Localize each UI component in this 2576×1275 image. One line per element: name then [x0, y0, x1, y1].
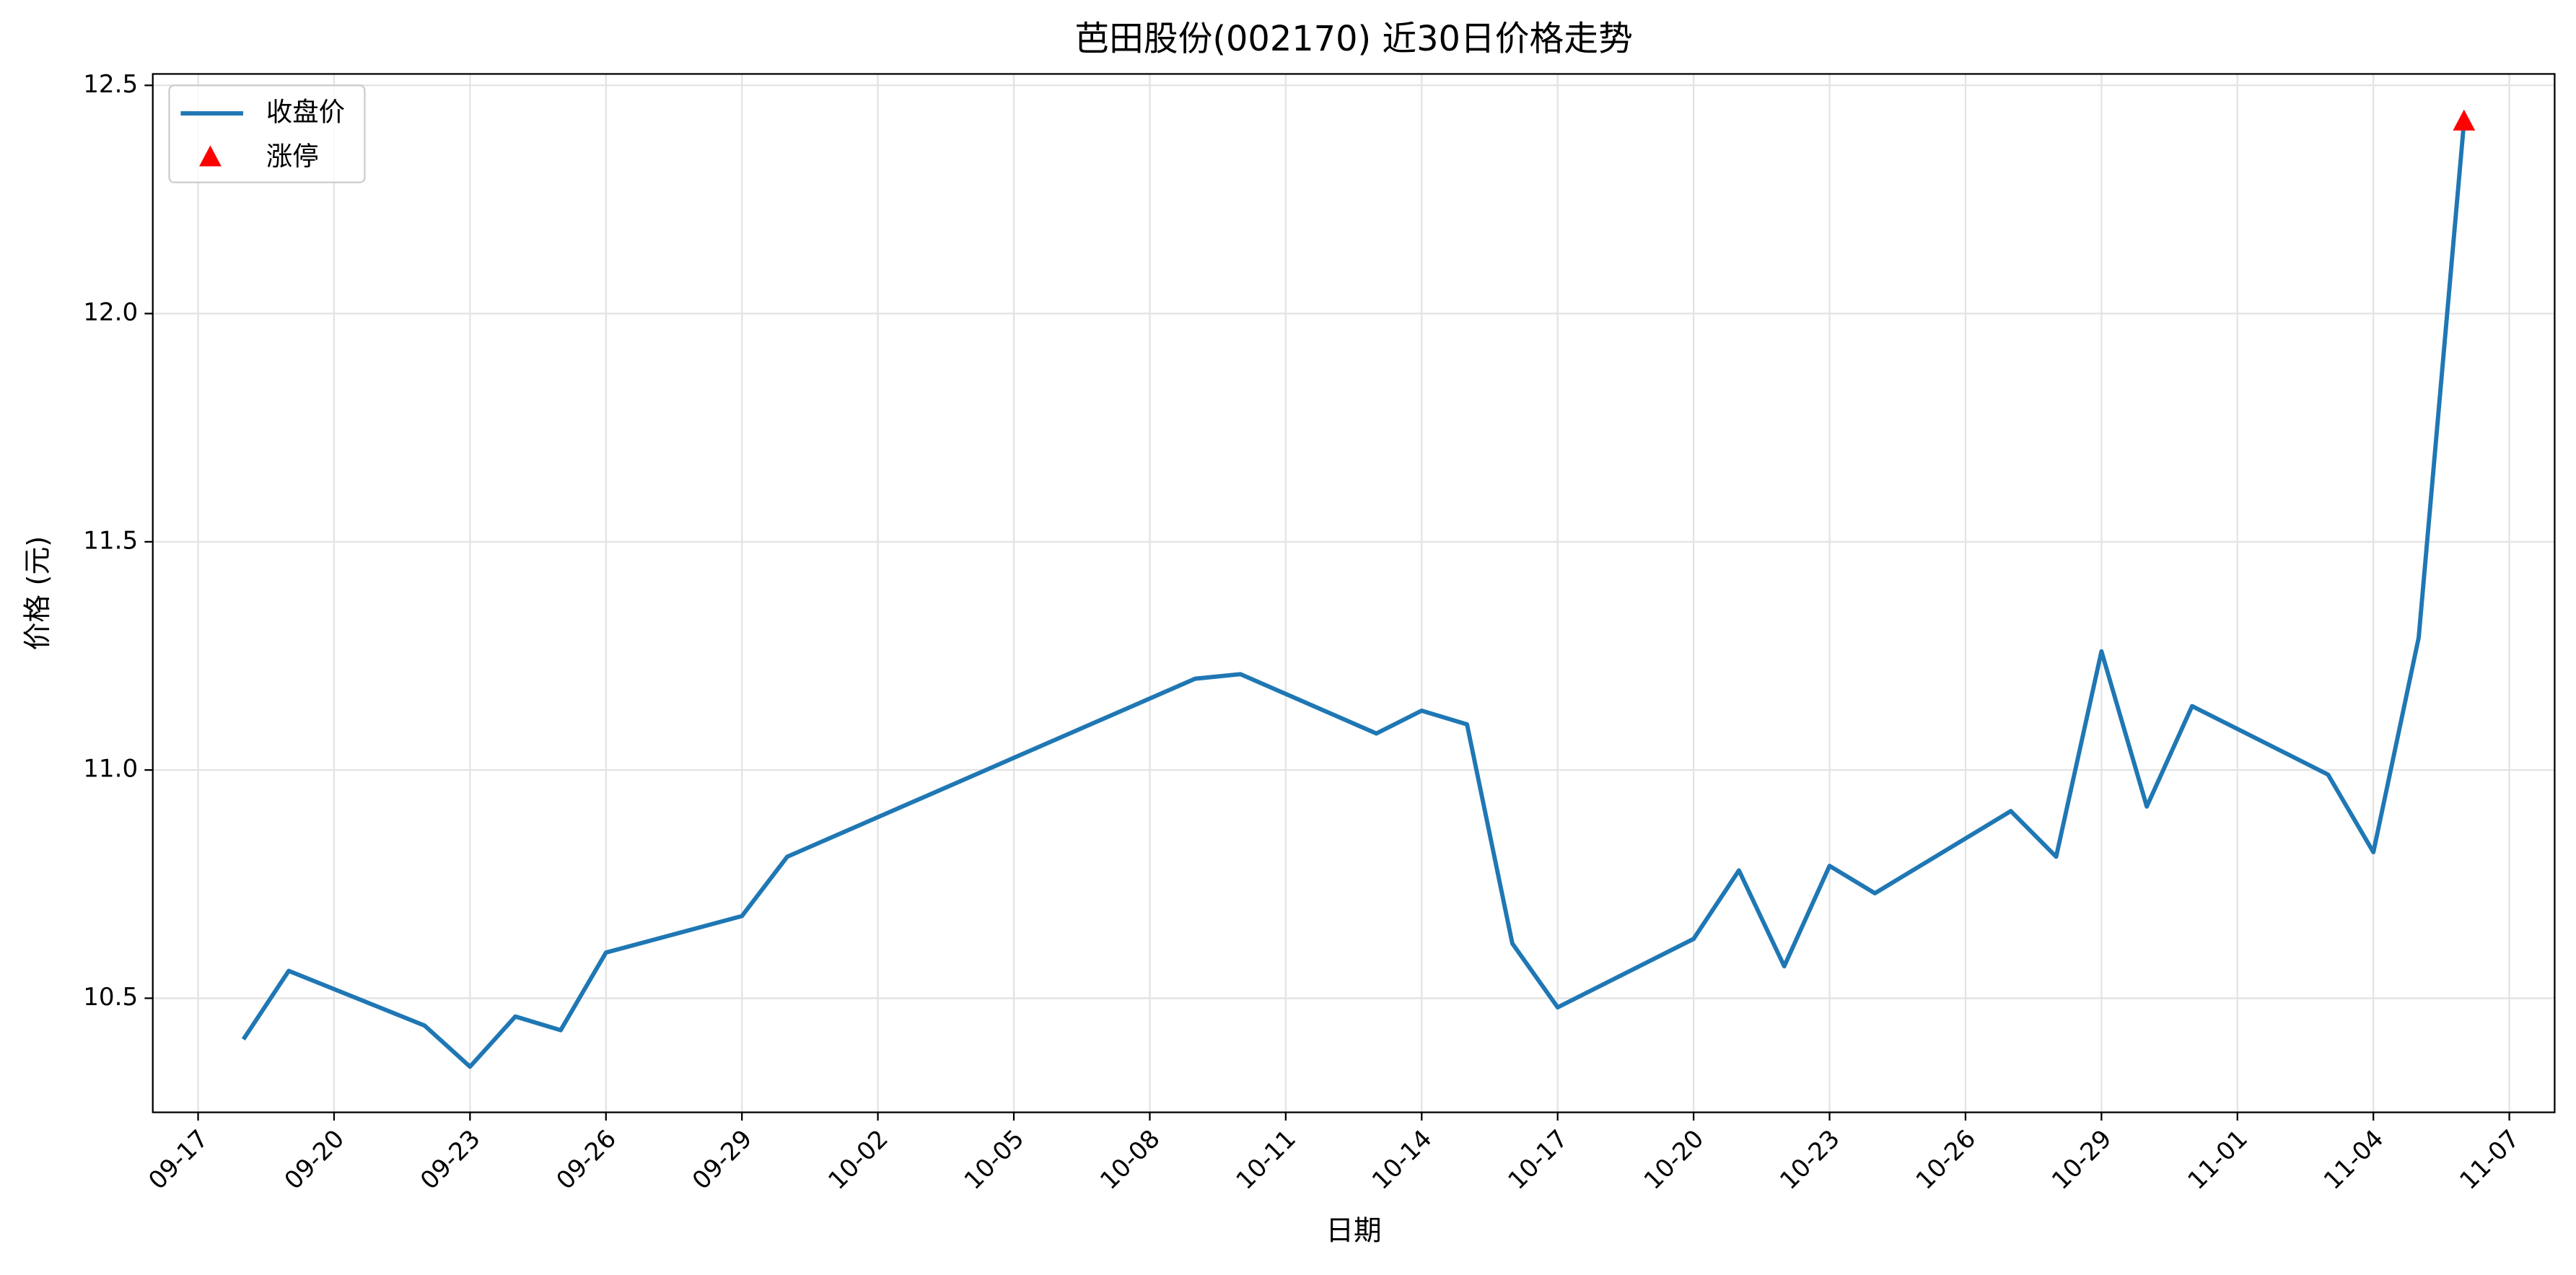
x-tick-label: 09-23: [415, 1124, 486, 1195]
legend-label: 涨停: [266, 141, 319, 172]
x-tick-label: 10-23: [1774, 1124, 1845, 1195]
y-tick-label: 12.0: [83, 298, 138, 327]
x-tick-label: 09-29: [687, 1124, 758, 1195]
x-tick-label: 10-11: [1231, 1124, 1302, 1195]
x-tick-label: 09-26: [551, 1124, 622, 1195]
x-tick-label: 10-29: [2046, 1124, 2117, 1195]
legend-label: 收盘价: [266, 97, 345, 128]
x-tick-label: 10-02: [823, 1124, 893, 1195]
x-tick-label: 09-20: [279, 1124, 350, 1195]
y-tick-label: 11.0: [83, 755, 138, 784]
legend-box: [168, 84, 366, 183]
x-tick-label: 11-04: [2318, 1124, 2389, 1195]
x-tick-label: 10-26: [1911, 1124, 1981, 1195]
x-axis-label: 日期: [1326, 1214, 1381, 1247]
x-tick-label: 10-17: [1502, 1124, 1573, 1195]
x-tick-label: 10-20: [1639, 1124, 1709, 1195]
x-tick-label: 09-17: [143, 1124, 214, 1195]
x-tick-label: 11-07: [2454, 1124, 2525, 1195]
price-line: [241, 121, 2466, 1069]
legend-marker: [199, 145, 222, 167]
y-axis-label: 价格 (元): [22, 536, 54, 651]
x-tick-label: 10-08: [1095, 1124, 1165, 1195]
limit-up-marker: [2453, 109, 2476, 131]
x-tick-label: 10-05: [959, 1124, 1030, 1195]
x-tick-label: 10-14: [1367, 1124, 1437, 1195]
y-tick-label: 12.5: [83, 70, 138, 99]
y-tick-label: 10.5: [83, 983, 138, 1012]
y-tick-label: 11.5: [83, 526, 138, 555]
plot-frame: [152, 73, 2556, 1113]
chart-title: 芭田股份(002170) 近30日价格走势: [1074, 19, 1633, 59]
x-tick-label: 11-01: [2183, 1124, 2253, 1195]
